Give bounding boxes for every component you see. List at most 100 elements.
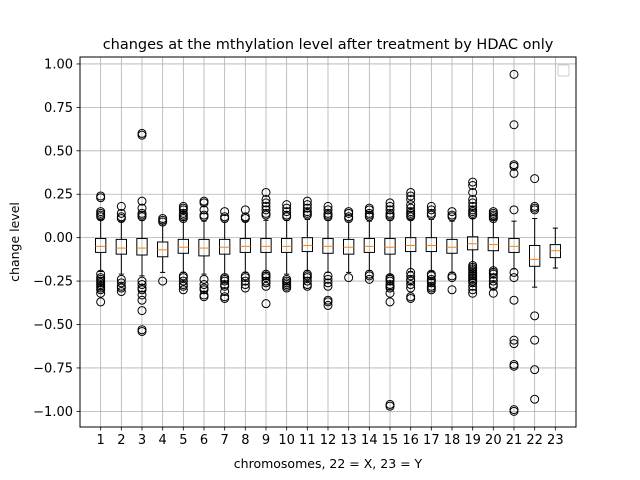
flier-point (96, 285, 106, 295)
flier-point (406, 191, 416, 201)
flier-point (530, 205, 540, 215)
flier-point (116, 214, 126, 224)
box (508, 238, 520, 253)
flier-point (178, 285, 188, 295)
flier-point (302, 203, 312, 213)
box (301, 237, 313, 253)
flier-point (385, 288, 395, 298)
flier-point (426, 271, 436, 281)
flier-point (178, 273, 188, 283)
grid (80, 57, 576, 427)
box (384, 238, 396, 255)
y-tick-label: −0.75 (33, 361, 73, 376)
flier-point (137, 290, 147, 300)
flier-point (468, 210, 478, 220)
flier-point (406, 212, 416, 222)
flier-point (220, 281, 230, 291)
flier-point (261, 281, 271, 291)
flier-point (406, 283, 416, 293)
flier-point (323, 281, 333, 291)
box (136, 238, 148, 256)
flier-point (137, 326, 147, 336)
flier-point (158, 217, 168, 227)
flier-point (364, 212, 374, 222)
box (425, 237, 437, 253)
flier-point (261, 201, 271, 211)
flier-point (468, 198, 478, 208)
flier-point (261, 210, 271, 220)
y-tick-label: −0.25 (33, 275, 73, 290)
flier-point (220, 293, 230, 303)
flier-point (240, 276, 250, 286)
x-tick-label: 23 (547, 433, 564, 448)
flier-point (364, 205, 374, 215)
flier-point (261, 205, 271, 215)
flier-point (199, 285, 209, 295)
flier-point (488, 281, 498, 291)
x-tick-label: 20 (485, 433, 502, 448)
x-tick-label: 5 (179, 433, 187, 448)
flier-point (96, 269, 106, 279)
flier-point (240, 273, 250, 283)
x-tick-label: 22 (526, 433, 543, 448)
y-tick-label: 1.00 (44, 57, 73, 72)
x-tick-label: 11 (299, 433, 316, 448)
flier-point (199, 280, 209, 290)
x-tick-label: 21 (506, 433, 523, 448)
box (177, 238, 190, 254)
flier-point (488, 288, 498, 298)
flier-point (199, 205, 209, 215)
x-tick-label: 2 (117, 433, 125, 448)
flier-point (385, 198, 395, 208)
flier-point (406, 293, 416, 303)
flier-point (137, 196, 147, 206)
x-tick-label: 16 (402, 433, 419, 448)
flier-point (509, 335, 519, 345)
flier-point (468, 181, 478, 191)
flier-point (323, 274, 333, 284)
x-tick-label: 4 (159, 433, 167, 448)
flier-point (302, 210, 312, 220)
flier-point (96, 193, 106, 203)
x-tick-label: 3 (138, 433, 146, 448)
flier-point (261, 278, 271, 288)
flier-point (344, 214, 354, 224)
flier-point (199, 212, 209, 222)
flier-point (426, 201, 436, 211)
flier-point (509, 361, 519, 371)
flier-point (96, 288, 106, 298)
flier-point (344, 208, 354, 218)
flier-point (509, 273, 519, 283)
x-tick-label: 14 (361, 433, 378, 448)
flier-point (530, 365, 540, 375)
flier-point (240, 205, 250, 215)
flier-point (323, 212, 333, 222)
flier-point (137, 276, 147, 286)
x-axis-label: chromosomes, 22 = X, 23 = Y (234, 456, 423, 471)
flier-point (509, 295, 519, 305)
y-tick-label: −1.00 (33, 405, 73, 420)
flier-point (426, 278, 436, 288)
flier-point (116, 278, 126, 288)
flier-point (137, 285, 147, 295)
flier-point (468, 187, 478, 197)
flier-point (385, 276, 395, 286)
flier-point (468, 194, 478, 204)
flier-point (116, 287, 126, 297)
box (115, 238, 127, 255)
y-axis-label: change level (7, 202, 22, 282)
flier-point (178, 214, 188, 224)
flier-point (406, 271, 416, 281)
x-tick-label: 13 (340, 433, 357, 448)
x-tick-label: 8 (241, 433, 249, 448)
flier-point (447, 273, 457, 283)
flier-point (530, 335, 540, 345)
flier-point (220, 207, 230, 217)
flier-point (137, 295, 147, 305)
flier-point (302, 200, 312, 210)
flier-point (220, 287, 230, 297)
flier-point (488, 273, 498, 283)
x-tick-label: 7 (221, 433, 229, 448)
flier-point (282, 212, 292, 222)
